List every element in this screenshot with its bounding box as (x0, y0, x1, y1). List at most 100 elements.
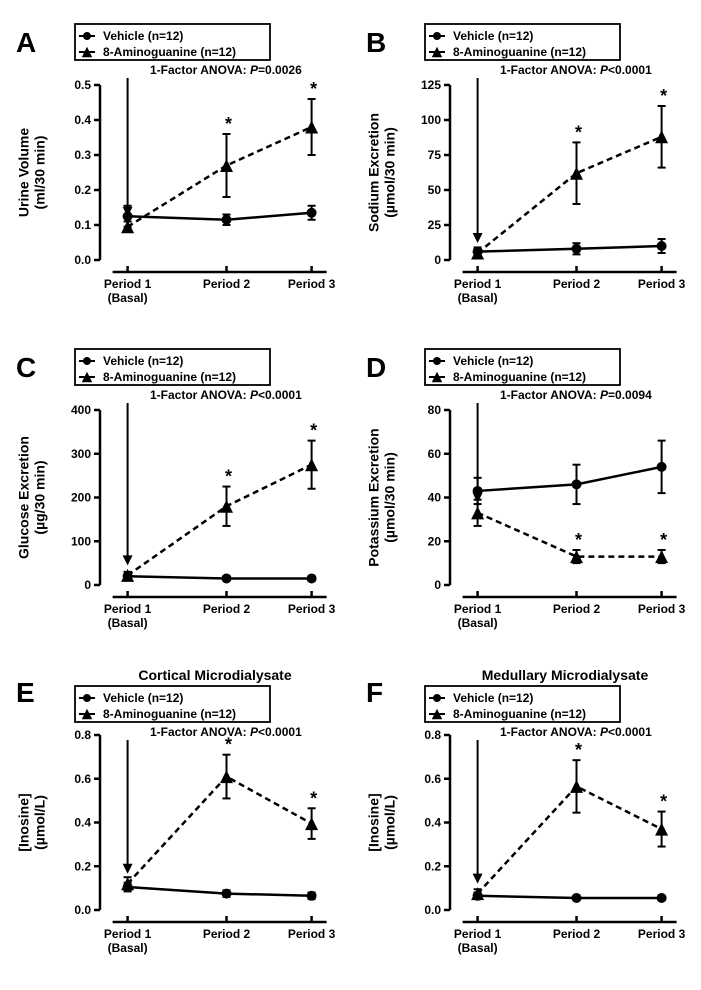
svg-text:50: 50 (428, 183, 442, 197)
svg-text:*: * (575, 122, 582, 142)
svg-text:[Inosine](µmol/L): [Inosine](µmol/L) (366, 793, 398, 851)
svg-text:Period 2: Period 2 (203, 927, 251, 941)
svg-text:Period 1: Period 1 (454, 602, 502, 616)
svg-text:0.0: 0.0 (74, 903, 91, 917)
svg-text:0.1: 0.1 (74, 218, 91, 232)
svg-text:8-Aminoguanine (n=12): 8-Aminoguanine (n=12) (453, 707, 586, 721)
panel-C: C Vehicle (n=12) 8-Aminoguanine (n=12) 1-Fa… (10, 335, 345, 655)
svg-text:Period 1: Period 1 (454, 927, 502, 941)
svg-text:Period 1: Period 1 (104, 602, 152, 616)
svg-text:*: * (660, 530, 667, 550)
svg-text:*: * (310, 79, 317, 99)
panel-D: D Vehicle (n=12) 8-Aminoguanine (n=12) 1-Fa… (360, 335, 695, 655)
svg-text:0.8: 0.8 (424, 728, 441, 742)
svg-text:Vehicle (n=12): Vehicle (n=12) (103, 354, 183, 368)
svg-text:400: 400 (71, 403, 91, 417)
svg-text:8-Aminoguanine (n=12): 8-Aminoguanine (n=12) (453, 45, 586, 59)
svg-text:8-Aminoguanine (n=12): 8-Aminoguanine (n=12) (103, 45, 236, 59)
svg-text:125: 125 (421, 78, 441, 92)
svg-text:Period 2: Period 2 (553, 602, 601, 616)
svg-text:25: 25 (428, 218, 442, 232)
svg-text:20: 20 (428, 534, 442, 548)
svg-text:80: 80 (428, 403, 442, 417)
svg-text:0.4: 0.4 (74, 816, 91, 830)
svg-text:0: 0 (434, 578, 441, 592)
svg-text:1-Factor ANOVA: P=0.0094: 1-Factor ANOVA: P=0.0094 (500, 388, 652, 402)
svg-text:0.4: 0.4 (74, 113, 91, 127)
svg-text:Glucose Excretion(µg/30 min): Glucose Excretion(µg/30 min) (16, 436, 48, 559)
svg-text:Period 2: Period 2 (553, 277, 601, 291)
svg-text:*: * (575, 530, 582, 550)
svg-text:1-Factor ANOVA: P<0.0001: 1-Factor ANOVA: P<0.0001 (150, 388, 302, 402)
panel-F: F Medullary Microdialysate Vehicle (n=12) 8… (360, 660, 695, 980)
svg-text:0.2: 0.2 (74, 183, 91, 197)
svg-text:[Inosine](µmol/L): [Inosine](µmol/L) (16, 793, 48, 851)
svg-text:Period 2: Period 2 (203, 602, 251, 616)
svg-text:0: 0 (434, 253, 441, 267)
svg-text:Period 3: Period 3 (638, 927, 686, 941)
svg-text:40: 40 (428, 491, 442, 505)
svg-text:*: * (225, 735, 232, 755)
svg-text:1-Factor ANOVA: P<0.0001: 1-Factor ANOVA: P<0.0001 (500, 725, 652, 739)
svg-text:*: * (310, 421, 317, 441)
svg-text:(Basal): (Basal) (458, 616, 498, 630)
svg-text:Period 2: Period 2 (553, 927, 601, 941)
svg-text:Cortical Microdialysate: Cortical Microdialysate (138, 667, 291, 683)
panel-E: E Cortical Microdialysate Vehicle (n=12) 8-… (10, 660, 345, 980)
svg-text:*: * (575, 740, 582, 760)
svg-text:Vehicle (n=12): Vehicle (n=12) (453, 691, 533, 705)
svg-text:*: * (310, 788, 317, 808)
svg-text:0.6: 0.6 (424, 772, 441, 786)
svg-text:60: 60 (428, 447, 442, 461)
svg-text:100: 100 (71, 534, 91, 548)
svg-text:200: 200 (71, 491, 91, 505)
svg-text:100: 100 (421, 113, 441, 127)
svg-text:8-Aminoguanine (n=12): 8-Aminoguanine (n=12) (103, 707, 236, 721)
svg-text:C: C (16, 352, 36, 383)
figure-grid: A Vehicle (n=12) 8-Aminoguanine (n=12) 1-Fa… (10, 10, 691, 980)
svg-text:*: * (660, 86, 667, 106)
svg-text:0.0: 0.0 (424, 903, 441, 917)
svg-text:0.2: 0.2 (424, 859, 441, 873)
svg-text:0.6: 0.6 (74, 772, 91, 786)
svg-text:Vehicle (n=12): Vehicle (n=12) (453, 29, 533, 43)
svg-text:D: D (366, 352, 386, 383)
svg-text:8-Aminoguanine (n=12): 8-Aminoguanine (n=12) (103, 370, 236, 384)
svg-text:Potassium Excretion(µmol/30 mi: Potassium Excretion(µmol/30 min) (366, 428, 398, 567)
svg-text:*: * (660, 792, 667, 812)
svg-text:Urine Volume(ml/30 min): Urine Volume(ml/30 min) (16, 128, 48, 217)
svg-text:0.5: 0.5 (74, 78, 91, 92)
svg-text:0.3: 0.3 (74, 148, 91, 162)
svg-text:(Basal): (Basal) (458, 291, 498, 305)
panel-B: B Vehicle (n=12) 8-Aminoguanine (n=12) 1-Fa… (360, 10, 695, 330)
svg-text:300: 300 (71, 447, 91, 461)
svg-text:Period 3: Period 3 (288, 927, 336, 941)
svg-text:Vehicle (n=12): Vehicle (n=12) (453, 354, 533, 368)
svg-text:(Basal): (Basal) (458, 941, 498, 955)
svg-text:0.8: 0.8 (74, 728, 91, 742)
svg-text:(Basal): (Basal) (108, 941, 148, 955)
svg-text:Sodium Excretion(µmol/30 min): Sodium Excretion(µmol/30 min) (366, 113, 398, 232)
svg-text:Period 3: Period 3 (638, 602, 686, 616)
svg-text:F: F (366, 677, 383, 708)
svg-text:Medullary Microdialysate: Medullary Microdialysate (482, 667, 649, 683)
svg-text:*: * (225, 114, 232, 134)
svg-text:Period 1: Period 1 (104, 277, 152, 291)
svg-text:1-Factor ANOVA: P=0.0026: 1-Factor ANOVA: P=0.0026 (150, 63, 302, 77)
svg-text:Period 3: Period 3 (288, 277, 336, 291)
svg-text:Period 1: Period 1 (454, 277, 502, 291)
svg-text:(Basal): (Basal) (108, 291, 148, 305)
svg-text:Period 3: Period 3 (638, 277, 686, 291)
svg-text:Vehicle (n=12): Vehicle (n=12) (103, 691, 183, 705)
svg-text:A: A (16, 27, 36, 58)
panel-A: A Vehicle (n=12) 8-Aminoguanine (n=12) 1-Fa… (10, 10, 345, 330)
svg-text:0.2: 0.2 (74, 859, 91, 873)
svg-text:8-Aminoguanine (n=12): 8-Aminoguanine (n=12) (453, 370, 586, 384)
svg-text:B: B (366, 27, 386, 58)
svg-text:Period 1: Period 1 (104, 927, 152, 941)
svg-text:E: E (16, 677, 35, 708)
svg-text:1-Factor ANOVA: P<0.0001: 1-Factor ANOVA: P<0.0001 (500, 63, 652, 77)
svg-text:0: 0 (84, 578, 91, 592)
svg-text:Vehicle (n=12): Vehicle (n=12) (103, 29, 183, 43)
svg-text:Period 3: Period 3 (288, 602, 336, 616)
